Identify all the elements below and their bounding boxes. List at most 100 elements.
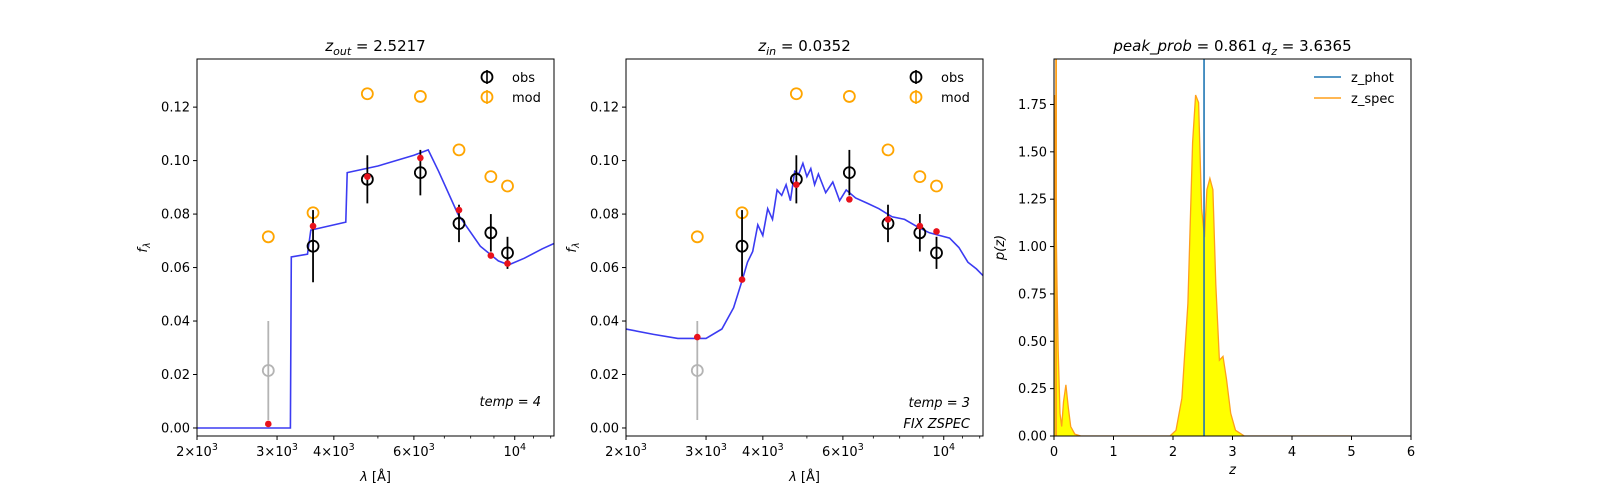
x-tick-mantissa: 2×10 bbox=[176, 445, 212, 460]
panel-title: zout = 2.5217 bbox=[324, 37, 425, 58]
model-flux-point-6 bbox=[916, 222, 924, 230]
x-tick-mantissa: 10 bbox=[503, 445, 520, 460]
annotation-1: temp = 3 bbox=[909, 396, 970, 411]
x-tick-label: 2×103 bbox=[605, 442, 647, 460]
y-label-sub: λ bbox=[571, 242, 582, 249]
y-tick-label: 1.25 bbox=[1018, 193, 1047, 208]
x-tick-label: 6×103 bbox=[393, 442, 435, 460]
y-tick-label: 1.75 bbox=[1018, 98, 1047, 113]
title-peak-value: = 0.861 bbox=[1192, 37, 1262, 55]
obs-point-2 bbox=[306, 239, 320, 253]
obs-point-7 bbox=[930, 246, 943, 260]
pz-fill bbox=[1054, 95, 1352, 436]
y-tick-label: 0.08 bbox=[161, 208, 190, 223]
mod-point-7 bbox=[930, 179, 943, 193]
x-tick-label: 3×103 bbox=[256, 442, 298, 460]
legend-label-obs: obs bbox=[941, 71, 964, 86]
x-axis-label: λ [Å] bbox=[788, 469, 820, 485]
x-tick-label: 2×103 bbox=[176, 442, 218, 460]
x-tick-label: 5 bbox=[1347, 445, 1355, 460]
legend: obs mod bbox=[909, 70, 970, 106]
model-flux-point-4 bbox=[417, 154, 424, 162]
x-label-lambda: λ bbox=[788, 470, 797, 485]
y-tick-label: 0.12 bbox=[590, 101, 619, 116]
title-q: q bbox=[1262, 37, 1272, 55]
x-tick-label: 0 bbox=[1050, 445, 1058, 460]
obs-point-5 bbox=[452, 217, 466, 230]
model-flux-point-5 bbox=[884, 216, 892, 223]
panel-title: peak_prob = 0.861 qz = 3.6365 bbox=[1112, 37, 1351, 58]
y-tick-label: 0.06 bbox=[590, 261, 619, 276]
x-tick-mantissa: 4×10 bbox=[742, 445, 778, 460]
legend-label-z-spec: z_spec bbox=[1351, 92, 1395, 107]
x-tick-exponent: 3 bbox=[292, 442, 298, 453]
y-tick-label: 0.12 bbox=[161, 101, 190, 116]
obs-point-6 bbox=[484, 226, 498, 240]
x-label-unit: [Å] bbox=[368, 469, 391, 485]
x-tick-exponent: 3 bbox=[778, 442, 784, 453]
y-label-f: f bbox=[565, 246, 580, 253]
mod-point-5 bbox=[881, 143, 895, 157]
axes-frame bbox=[625, 58, 984, 437]
x-tick-mantissa: 3×10 bbox=[685, 445, 721, 460]
mod-point-6 bbox=[484, 170, 498, 184]
model-flux-point-7 bbox=[504, 260, 511, 267]
y-tick-label: 0.06 bbox=[161, 261, 190, 276]
y-tick-label: 0.08 bbox=[590, 208, 619, 223]
axes-frame bbox=[196, 58, 555, 437]
obs-point-1 bbox=[690, 364, 704, 377]
obs-point-2 bbox=[735, 239, 749, 253]
sed-model-curve bbox=[197, 148, 554, 429]
x-tick-exponent: 3 bbox=[858, 442, 864, 453]
y-tick-label: 0.02 bbox=[161, 368, 190, 383]
model-flux-point-1 bbox=[694, 333, 701, 341]
x-tick-exponent: 4 bbox=[520, 442, 526, 453]
pz-curve bbox=[1054, 94, 1352, 436]
x-tick-exponent: 3 bbox=[721, 442, 727, 453]
title-value: = 2.5217 bbox=[351, 37, 426, 55]
mod-point-4 bbox=[413, 90, 427, 103]
y-tick-label: 0.75 bbox=[1018, 287, 1047, 302]
model-flux-point-2 bbox=[309, 222, 317, 230]
sed-panel-1: 0.000.020.040.060.080.100.122×103 3×103 4×… bbox=[136, 37, 555, 485]
legend-label-mod: mod bbox=[941, 91, 970, 106]
y-tick-label: 0.02 bbox=[590, 368, 619, 383]
mod-point-3 bbox=[789, 87, 803, 101]
mod-point-5 bbox=[452, 143, 466, 157]
x-tick-label: 3 bbox=[1228, 445, 1236, 460]
title-peak-prob: peak_prob bbox=[1112, 37, 1192, 56]
title-value: = 0.0352 bbox=[776, 37, 851, 55]
y-tick-label: 0.10 bbox=[590, 154, 619, 169]
title-q-subscript: z bbox=[1270, 45, 1277, 58]
x-tick-exponent: 3 bbox=[641, 442, 647, 453]
model-flux-point-5 bbox=[455, 206, 463, 214]
panel-title: zin = 0.0352 bbox=[757, 37, 851, 58]
x-tick-exponent: 3 bbox=[212, 442, 218, 453]
obs-point-1 bbox=[261, 364, 275, 377]
x-tick-label: 4 bbox=[1288, 445, 1296, 460]
y-tick-label: 0.50 bbox=[1018, 335, 1047, 350]
obs-point-7 bbox=[501, 246, 514, 260]
x-label-lambda: λ bbox=[359, 470, 368, 485]
x-label-unit: [Å] bbox=[797, 469, 820, 485]
y-label-f: f bbox=[136, 246, 151, 253]
x-tick-exponent: 3 bbox=[349, 442, 355, 453]
model-flux-point-4 bbox=[846, 196, 853, 203]
title-subscript: out bbox=[333, 45, 352, 58]
legend-label-obs: obs bbox=[512, 71, 535, 86]
x-tick-label: 6 bbox=[1407, 445, 1415, 460]
x-tick-label: 4×103 bbox=[313, 442, 355, 460]
model-flux-point-2 bbox=[738, 276, 746, 283]
pz-panel: 0.00 0.25 0.50 0.75 1.00 1.25 1.50 1.75 0 1 2 3 4 5 6 p… bbox=[993, 37, 1415, 478]
y-tick-label: 0.04 bbox=[590, 315, 619, 330]
x-tick-label: 1 bbox=[1109, 445, 1117, 460]
mod-point-3 bbox=[360, 87, 374, 101]
mod-point-1 bbox=[261, 230, 275, 244]
x-tick-label: 2 bbox=[1169, 445, 1177, 460]
x-tick-label: 4×103 bbox=[742, 442, 784, 460]
x-tick-exponent: 4 bbox=[949, 442, 955, 453]
title-q-value: = 3.6365 bbox=[1277, 37, 1352, 55]
title-var: z bbox=[324, 37, 334, 55]
model-flux-point-7 bbox=[933, 228, 940, 235]
x-tick-label: 104 bbox=[503, 442, 526, 460]
